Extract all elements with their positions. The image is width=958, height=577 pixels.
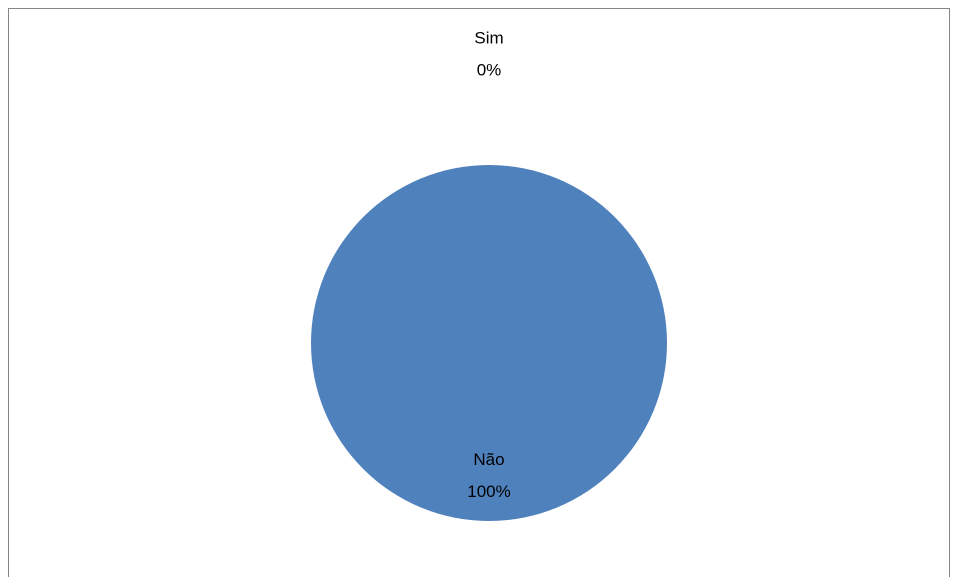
pie-slice (311, 165, 667, 521)
slice-category-label: Sim (474, 28, 503, 47)
slice-value-label: 100% (467, 482, 510, 501)
slice-value-label: 0% (477, 60, 502, 79)
slice-category-label: Não (473, 450, 504, 469)
